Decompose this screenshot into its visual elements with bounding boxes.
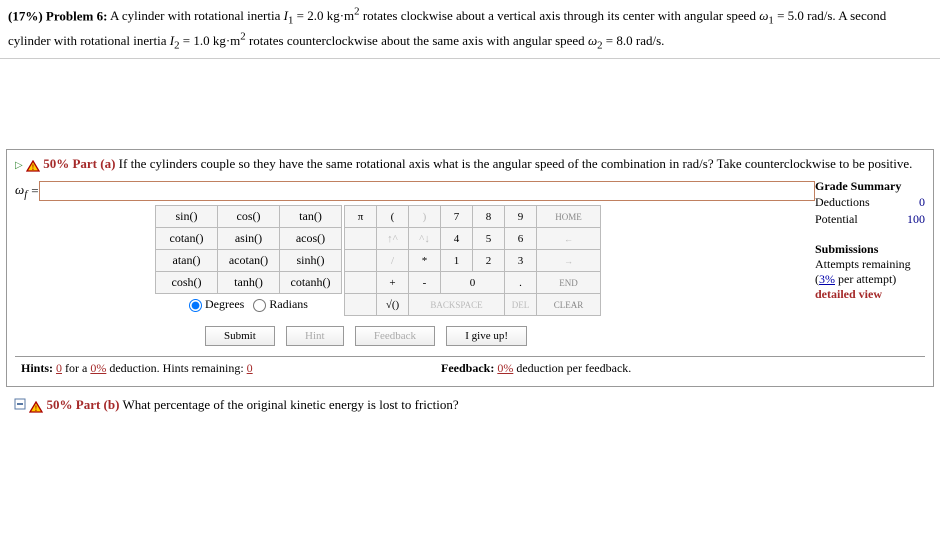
part-b-box: ! 50% Part (b) What percentage of the or… (6, 393, 934, 418)
backspace-key[interactable]: BACKSPACE (409, 294, 505, 316)
calc-key[interactable]: 4 (441, 228, 473, 250)
problem-body: A cylinder with rotational inertia I1 = … (8, 8, 886, 48)
part-a-text: If the cylinders couple so they have the… (119, 156, 913, 171)
part-a-box: ▷ ! 50% Part (a) If the cylinders couple… (6, 149, 934, 387)
feedback-pct-link[interactable]: 0% (497, 361, 513, 375)
warning-icon: ! (29, 398, 43, 414)
per-attempt-text: (3% per attempt) (815, 272, 925, 287)
per-attempt-link[interactable]: 3% (819, 272, 835, 286)
angle-mode: Degrees Radians (155, 294, 342, 315)
detailed-view-link[interactable]: detailed view (815, 287, 882, 301)
deductions-label: Deductions (815, 195, 870, 210)
part-a-label: 50% Part (a) (43, 156, 115, 171)
func-key[interactable]: asin() (218, 228, 280, 250)
calc-key[interactable]: 2 (473, 250, 505, 272)
equals-sign: = (31, 183, 38, 199)
problem-heading: (17%) Problem 6: (8, 8, 107, 23)
potential-label: Potential (815, 212, 858, 227)
divider (0, 58, 940, 59)
calc-key[interactable]: π (345, 206, 377, 228)
left-key[interactable]: ← (537, 228, 601, 250)
calc-key[interactable]: / (377, 250, 409, 272)
end-key[interactable]: END (537, 272, 601, 294)
function-pad: sin()cos()tan() cotan()asin()acos() atan()… (155, 205, 342, 316)
answer-variable: ωf (15, 182, 27, 201)
func-key[interactable]: cotanh() (280, 272, 342, 294)
func-key[interactable]: acotan() (218, 250, 280, 272)
svg-text:!: ! (35, 404, 38, 413)
func-key[interactable]: cotan() (156, 228, 218, 250)
hints-info: Hints: 0 for a 0% deduction. Hints remai… (21, 361, 441, 376)
part-b-label: 50% Part (b) (47, 397, 120, 412)
problem-statement: (17%) Problem 6: A cylinder with rotatio… (0, 0, 940, 56)
collapse-icon[interactable] (14, 398, 26, 414)
hints-remaining-link[interactable]: 0 (247, 361, 253, 375)
func-key[interactable]: sin() (156, 206, 218, 228)
right-key[interactable]: → (537, 250, 601, 272)
calc-key[interactable]: 1 (441, 250, 473, 272)
func-key[interactable]: tanh() (218, 272, 280, 294)
hints-pct-link[interactable]: 0% (90, 361, 106, 375)
giveup-button[interactable]: I give up! (446, 326, 527, 346)
home-key[interactable]: HOME (537, 206, 601, 228)
calc-key[interactable]: ^↓ (409, 228, 441, 250)
calc-key[interactable]: 0 (441, 272, 505, 294)
expand-icon[interactable]: ▷ (15, 160, 23, 171)
action-buttons: Submit Hint Feedback I give up! (155, 316, 815, 352)
part-b-text: What percentage of the original kinetic … (122, 397, 458, 412)
calculator: sin()cos()tan() cotan()asin()acos() atan()… (15, 205, 815, 352)
svg-text:!: ! (32, 163, 35, 172)
calc-key[interactable]: 5 (473, 228, 505, 250)
potential-value: 100 (907, 212, 925, 227)
func-key[interactable]: cosh() (156, 272, 218, 294)
grade-summary: Grade Summary Deductions 0 Potential 100 S… (815, 177, 925, 302)
clear-key[interactable]: CLEAR (537, 294, 601, 316)
grade-title: Grade Summary (815, 179, 901, 193)
func-key[interactable]: atan() (156, 250, 218, 272)
del-key[interactable]: DEL (505, 294, 537, 316)
calc-key[interactable]: ↑^ (377, 228, 409, 250)
submit-button[interactable]: Submit (205, 326, 275, 346)
calc-key[interactable]: * (409, 250, 441, 272)
calc-key[interactable]: ) (409, 206, 441, 228)
deductions-value: 0 (919, 195, 925, 210)
hint-button[interactable]: Hint (286, 326, 344, 346)
hints-feedback-row: Hints: 0 for a 0% deduction. Hints remai… (15, 356, 925, 380)
calc-key[interactable]: ( (377, 206, 409, 228)
func-key[interactable]: tan() (280, 206, 342, 228)
calc-key[interactable]: 6 (505, 228, 537, 250)
number-pad: π()789HOME ↑^^↓456← /*123→ +-0.END √()BACKSP… (344, 205, 601, 316)
answer-input[interactable] (39, 181, 815, 201)
sqrt-key[interactable]: √() (377, 294, 409, 316)
submissions-title: Submissions (815, 242, 878, 256)
calc-key[interactable]: 7 (441, 206, 473, 228)
degrees-radio[interactable]: Degrees (189, 297, 244, 311)
feedback-info: Feedback: 0% deduction per feedback. (441, 361, 631, 376)
calc-key[interactable]: - (409, 272, 441, 294)
calc-key[interactable]: 3 (505, 250, 537, 272)
calc-key[interactable]: 9 (505, 206, 537, 228)
calc-key[interactable]: 8 (473, 206, 505, 228)
func-key[interactable]: sinh() (280, 250, 342, 272)
attempts-remaining: Attempts remaining (815, 257, 925, 272)
feedback-button[interactable]: Feedback (355, 326, 435, 346)
func-key[interactable]: cos() (218, 206, 280, 228)
part-a-header: ▷ ! 50% Part (a) If the cylinders couple… (15, 156, 925, 177)
calc-key[interactable]: + (377, 272, 409, 294)
func-key[interactable]: acos() (280, 228, 342, 250)
answer-row: ωf = (15, 177, 815, 205)
radians-radio[interactable]: Radians (253, 297, 308, 311)
calc-key[interactable]: . (505, 272, 537, 294)
warning-icon: ! (26, 157, 40, 173)
